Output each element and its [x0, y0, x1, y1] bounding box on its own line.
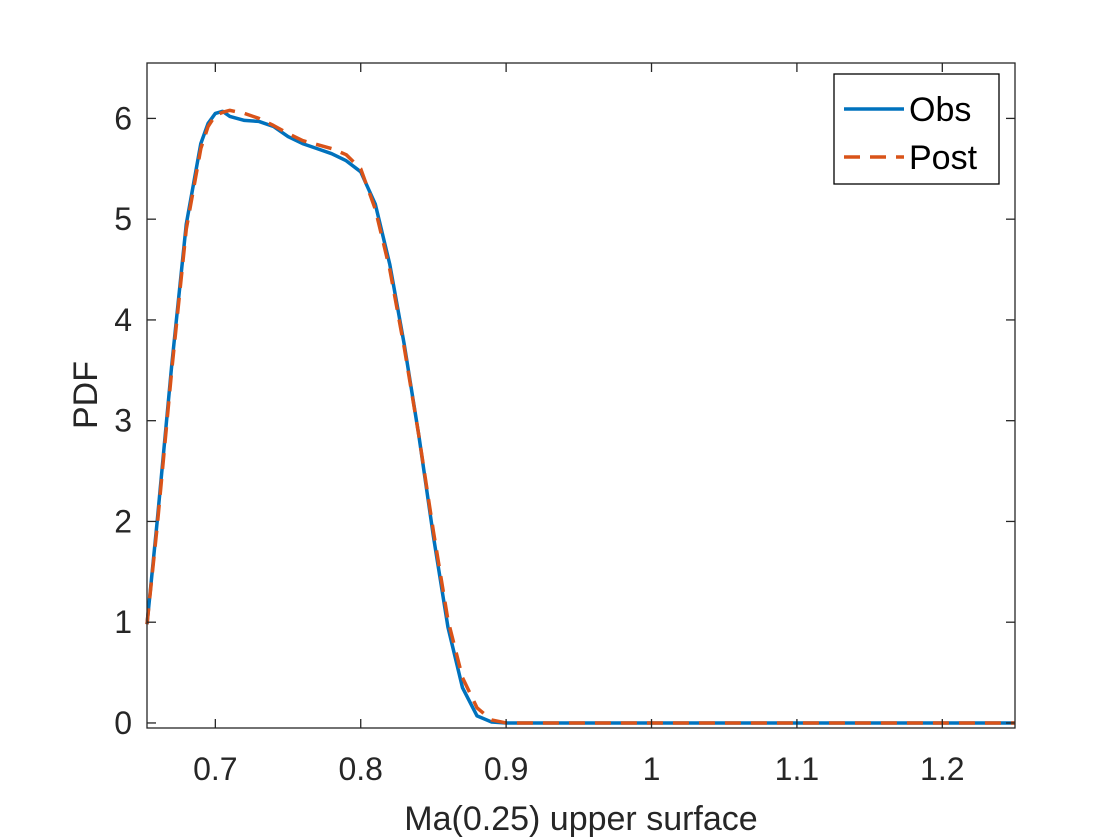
axes-layer	[146, 62, 1016, 729]
y-tick-label: 4	[114, 302, 132, 338]
y-tick-label: 3	[114, 403, 132, 439]
x-tick-label: 1.1	[775, 751, 819, 787]
y-tick-label: 2	[114, 503, 132, 539]
x-tick-label: 0.9	[484, 751, 528, 787]
y-tick-label: 5	[114, 201, 132, 237]
x-tick-label: 1.2	[920, 751, 964, 787]
y-tick-label: 1	[114, 604, 132, 640]
y-axis-label: PDF	[67, 361, 105, 429]
x-tick-label: 0.8	[338, 751, 382, 787]
series-line-post	[145, 108, 1015, 725]
x-tick-label: 1	[643, 751, 661, 787]
legend: Obs Post	[833, 73, 1000, 185]
y-tick-label: 6	[114, 100, 132, 136]
legend-post-label: Post	[909, 139, 978, 177]
legend-obs-label: Obs	[909, 91, 971, 129]
y-tick-label: 0	[114, 705, 132, 741]
series-layer	[145, 108, 1015, 725]
x-axis-label: Ma(0.25) upper surface	[404, 800, 757, 838]
ticks-layer: 0.7 0.8 0.9 1 1.1 1.2 0 1 2 3 4 5 6	[114, 63, 1015, 787]
x-tick-label: 0.7	[193, 751, 237, 787]
legend-box	[833, 73, 1000, 185]
axes-box	[146, 62, 1016, 729]
